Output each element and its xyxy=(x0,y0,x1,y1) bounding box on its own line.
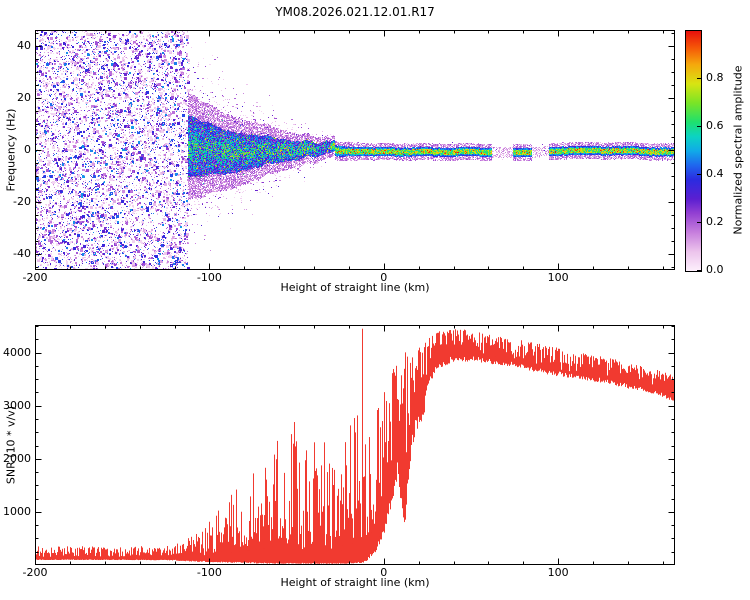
bottom-y-axis-label: SNR (10 * v/v) xyxy=(4,405,18,485)
colorbar-tick-label: 0.0 xyxy=(706,263,724,276)
colorbar-tick-label: 0.6 xyxy=(706,119,724,132)
colorbar-tick-label: 0.4 xyxy=(706,167,724,180)
colorbar-label: Normalized spectral amplitude xyxy=(731,65,745,235)
colorbar-tick xyxy=(697,174,701,175)
spectrogram-canvas xyxy=(35,30,675,270)
top-x-axis-label: Height of straight line (km) xyxy=(280,281,430,294)
colorbar-tick xyxy=(697,270,701,271)
top-x-tick-label: -200 xyxy=(22,271,48,284)
snr-plot-canvas xyxy=(35,325,675,565)
top-y-tick-label: 20 xyxy=(17,90,31,104)
bottom-x-tick-label: 0 xyxy=(380,566,388,579)
top-y-tick-label: -20 xyxy=(13,195,31,209)
bottom-x-tick-label: -200 xyxy=(22,566,48,579)
top-x-tick-label: -100 xyxy=(196,271,222,284)
colorbar-tick-label: 0.8 xyxy=(706,71,724,84)
colorbar-tick xyxy=(697,126,701,127)
top-y-tick-label: -40 xyxy=(13,247,31,261)
figure-title: YM08.2026.021.12.01.R17 xyxy=(275,5,435,19)
bottom-y-tick-label: 3000 xyxy=(3,398,31,412)
colorbar-tick xyxy=(697,222,701,223)
bottom-y-tick-label: 2000 xyxy=(3,451,31,465)
top-x-tick-label: 0 xyxy=(380,271,388,284)
bottom-y-tick-label: 1000 xyxy=(3,504,31,518)
bottom-x-tick-label: -100 xyxy=(196,566,222,579)
top-y-tick-label: 40 xyxy=(17,38,31,52)
bottom-x-tick-label: 100 xyxy=(547,566,569,579)
top-x-tick-label: 100 xyxy=(547,271,569,284)
bottom-y-tick-label: 4000 xyxy=(3,345,31,359)
colorbar-tick-label: 0.2 xyxy=(706,215,724,228)
colorbar-gradient xyxy=(685,30,702,272)
colorbar-tick xyxy=(697,78,701,79)
top-y-tick-label: 0 xyxy=(24,143,31,156)
bottom-x-axis-label: Height of straight line (km) xyxy=(280,576,430,589)
